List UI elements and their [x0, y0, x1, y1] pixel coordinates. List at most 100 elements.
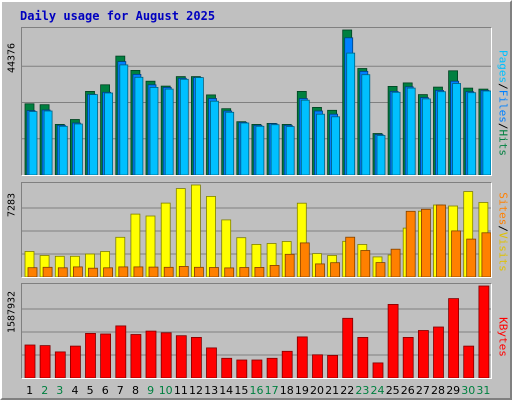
kbytes-legend: KBytes — [496, 302, 510, 372]
sites-bar — [193, 266, 204, 277]
pages-bar — [482, 90, 491, 175]
kbytes-bar — [478, 285, 490, 378]
kbytes-bar — [448, 298, 460, 378]
kbytes-bar — [463, 345, 475, 378]
day-tick-label: 12 — [189, 384, 203, 397]
legend-sites: Sites — [496, 192, 510, 226]
sites-bar — [390, 248, 401, 277]
sites-bar — [330, 262, 341, 277]
visits-sites-plot — [22, 184, 491, 277]
kbytes-panel — [21, 283, 492, 379]
hits-ymax-label: 44376 — [6, 42, 18, 74]
day-tick-label: 17 — [264, 384, 279, 397]
day-tick-label: 18 — [279, 384, 294, 397]
pages-bar — [74, 123, 83, 175]
sites-bar — [284, 253, 295, 277]
legend-pages: Pages — [496, 50, 510, 84]
day-tick-label: 25 — [385, 384, 400, 397]
pages-bar — [255, 125, 265, 175]
sites-bar — [88, 267, 98, 277]
day-tick-label: 28 — [431, 384, 445, 397]
kbytes-bar — [100, 333, 111, 378]
sites-bar — [436, 204, 446, 277]
visits-bar — [251, 244, 262, 277]
pages-bar — [467, 92, 477, 175]
kbytes-bar — [433, 326, 444, 378]
visits-bar — [206, 195, 216, 277]
legend-hits: Hits — [496, 129, 510, 157]
pages-bar — [437, 91, 446, 175]
visits-bar — [54, 255, 65, 277]
kbytes-bar — [145, 330, 157, 378]
kbytes-bar — [281, 350, 293, 378]
sites-bar — [466, 238, 477, 277]
kbytes-bar — [357, 337, 369, 378]
sites-bar — [345, 236, 356, 277]
visits-bar — [115, 236, 126, 277]
pages-bar — [346, 52, 356, 175]
visits-bar — [39, 255, 50, 277]
pages-bar — [164, 88, 174, 175]
day-tick-label: 1 — [26, 384, 34, 397]
kbytes-bar — [160, 332, 172, 378]
hits-legend: Pages/Files/Hits — [496, 50, 510, 157]
day-tick-label: 20 — [310, 384, 324, 397]
day-tick-label: 24 — [370, 384, 385, 397]
day-tick-label: 2 — [41, 384, 49, 397]
visits-legend: Sites/Visits — [496, 192, 510, 272]
sites-bar — [73, 266, 83, 277]
day-tick-label: 30 — [461, 384, 476, 397]
sites-bar — [405, 210, 416, 277]
pages-bar — [270, 124, 280, 175]
day-tick-label: 29 — [446, 384, 461, 397]
sites-bar — [178, 266, 189, 277]
kbytes-bar — [39, 345, 51, 378]
visits-bar — [175, 188, 186, 277]
pages-bar — [194, 77, 204, 175]
pages-bar — [361, 74, 371, 175]
visits-bar — [100, 251, 110, 277]
pages-bar — [43, 110, 53, 175]
pages-bar — [104, 92, 113, 175]
pages-bar — [406, 87, 416, 175]
sites-bar — [163, 266, 174, 277]
kbytes-bar — [175, 335, 187, 378]
sites-bar — [133, 266, 144, 277]
sites-bar — [209, 267, 219, 277]
pages-bar — [391, 91, 401, 175]
kbytes-bar — [206, 347, 217, 378]
day-tick-label: 15 — [234, 384, 249, 397]
pages-bar — [225, 111, 235, 175]
sites-bar — [103, 267, 113, 277]
visits-bar — [190, 184, 201, 277]
kbytes-bar — [402, 337, 414, 378]
visits-bar — [24, 251, 35, 277]
kbytes-bar — [236, 359, 248, 378]
day-tick-label: 3 — [56, 384, 64, 397]
kbytes-bar — [190, 337, 202, 378]
day-tick-label: 26 — [400, 384, 415, 397]
sites-bar — [375, 262, 386, 277]
pages-bar — [149, 87, 159, 175]
hits-files-pages-panel — [21, 27, 492, 176]
pages-bar — [316, 113, 325, 175]
day-tick-label: 23 — [355, 384, 370, 397]
day-tick-label: 13 — [204, 384, 219, 397]
kbytes-bar — [54, 351, 66, 378]
day-tick-label: 8 — [132, 384, 139, 397]
visits-bar — [296, 202, 307, 277]
sites-bar — [269, 265, 280, 277]
visits-ymax-label: 7283 — [6, 192, 18, 218]
day-tick-label: 16 — [249, 384, 264, 397]
kbytes-bar — [24, 344, 36, 378]
chart-title: Daily usage for August 2025 — [20, 9, 216, 23]
day-tick-label: 22 — [340, 384, 355, 397]
pages-bar — [452, 83, 462, 175]
pages-bar — [134, 76, 144, 175]
day-tick-label: 27 — [415, 384, 430, 397]
kbytes-bar — [417, 330, 429, 378]
sites-bar — [27, 267, 38, 277]
sites-bar — [451, 230, 462, 277]
pages-bar — [58, 125, 68, 175]
